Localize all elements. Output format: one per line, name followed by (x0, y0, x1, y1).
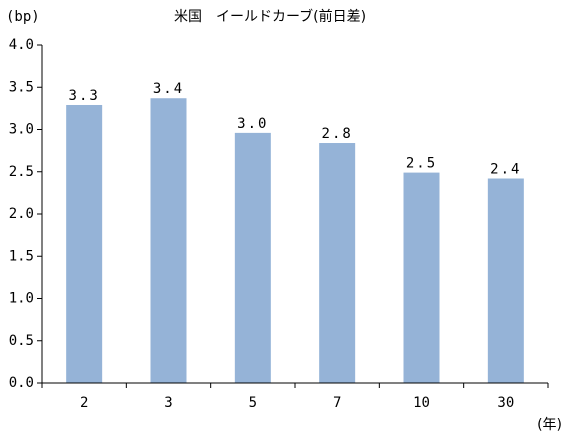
y-tick-label: 0.0 (9, 375, 34, 391)
y-axis-label: (bp) (6, 9, 40, 25)
x-tick-label: 3 (164, 395, 172, 411)
value-label: 2.5 (406, 156, 437, 172)
value-label: 3.3 (69, 88, 100, 104)
y-tick-label: 4.0 (9, 37, 34, 53)
x-tick-label: 2 (80, 395, 88, 411)
chart-title: 米国 イールドカーブ(前日差) (174, 8, 366, 25)
bar (150, 98, 187, 384)
value-label: 2.4 (490, 162, 521, 178)
value-label: 3.0 (237, 116, 268, 132)
value-label: 2.8 (322, 126, 353, 142)
y-tick-label: 3.5 (9, 79, 34, 95)
x-tick-label: 7 (333, 395, 341, 411)
x-tick-label: 30 (497, 395, 514, 411)
value-label: 3.4 (153, 81, 184, 97)
x-axis-label: (年) (537, 417, 562, 433)
y-tick-label: 3.0 (9, 122, 34, 138)
bar (319, 143, 356, 383)
bar (487, 178, 524, 383)
bar (234, 132, 271, 383)
bar (66, 104, 103, 384)
y-tick-label: 1.0 (9, 291, 34, 307)
y-tick-label: 2.0 (9, 206, 34, 222)
y-tick-label: 1.5 (9, 248, 34, 264)
y-tick-label: 0.5 (9, 333, 34, 349)
bar (403, 172, 440, 383)
x-tick-label: 10 (413, 395, 430, 411)
y-tick-label: 2.5 (9, 164, 34, 180)
x-tick-label: 5 (249, 395, 257, 411)
